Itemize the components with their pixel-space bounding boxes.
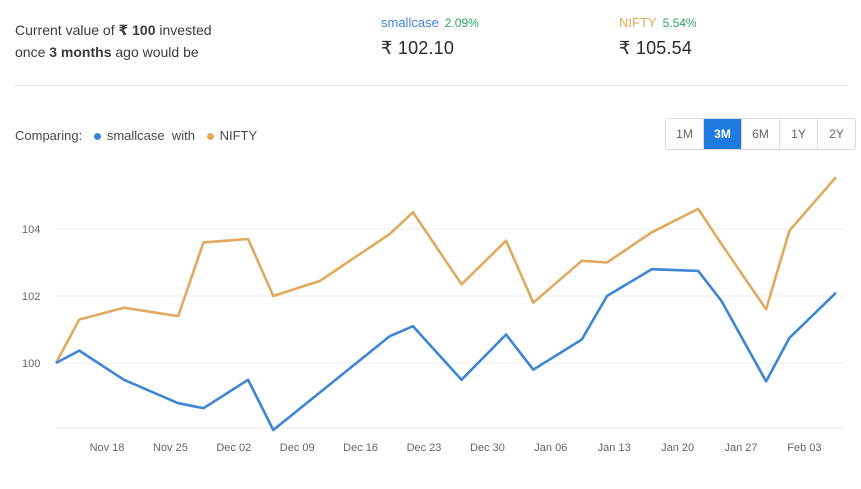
nifty-stat-name: NIFTY (619, 15, 657, 30)
range-button-1m[interactable]: 1M (666, 119, 704, 149)
x-tick-label: Jan 13 (598, 442, 631, 454)
x-tick-label: Dec 02 (216, 442, 251, 454)
summary-suffix: invested (155, 22, 212, 38)
nifty-stat-value: ₹ 105.54 (619, 38, 693, 58)
x-tick-label: Jan 27 (724, 442, 757, 454)
y-tick-label: 100 (22, 358, 40, 370)
divider (14, 85, 847, 86)
smallcase-dot-icon (93, 132, 101, 140)
smallcase-stat-name: smallcase (381, 15, 439, 30)
smallcase-stat-value: ₹ 102.10 (381, 38, 455, 58)
comparing-legend: Comparing: smallcase with NIFTY (15, 128, 257, 143)
x-tick-label: Dec 09 (280, 442, 315, 454)
series-line-smallcase (55, 267, 837, 432)
smallcase-stat: smallcase 2.09% ₹ 102.10 (381, 15, 479, 59)
x-tick-label: Nov 25 (153, 442, 188, 454)
performance-chart: 100 102 104 Nov 18 Nov 25 Dec 02 Dec 09 Dec 16 D… (22, 176, 845, 454)
invested-amount: ₹ 100 (118, 22, 156, 38)
x-tick-label: Nov 18 (90, 442, 125, 454)
summary-line-1: Current value of ₹ 100 invested (15, 19, 212, 41)
y-tick-label: 102 (22, 291, 40, 303)
invested-period: 3 months (49, 44, 112, 60)
x-tick-label: Jan 20 (661, 442, 694, 454)
nifty-dot-icon (206, 132, 214, 140)
comparing-label: Comparing: (15, 128, 83, 143)
smallcase-stat-pct: 2.09% (444, 16, 479, 30)
nifty-stat-pct: 5.54% (662, 16, 697, 30)
summary-suffix-2: ago would be (111, 44, 199, 60)
x-tick-label: Dec 30 (470, 442, 505, 454)
summary-prefix-2: once (15, 44, 50, 60)
y-tick-label: 104 (22, 224, 40, 236)
x-tick-label: Feb 03 (787, 442, 821, 454)
time-range-selector: 1M 3M 6M 1Y 2Y (665, 118, 856, 150)
range-button-2y[interactable]: 2Y (818, 119, 855, 149)
comparing-with: with (171, 128, 195, 143)
legend-smallcase: smallcase (106, 128, 165, 143)
nifty-stat: NIFTY 5.54% ₹ 105.54 (619, 15, 697, 59)
range-button-3m[interactable]: 3M (704, 119, 742, 149)
summary-prefix: Current value of (15, 22, 119, 38)
summary-text: Current value of ₹ 100 invested once 3 m… (15, 19, 212, 63)
x-tick-label: Dec 23 (407, 442, 442, 454)
range-button-6m[interactable]: 6M (742, 119, 780, 149)
series-line-nifty (54, 176, 837, 364)
x-tick-label: Dec 16 (343, 442, 378, 454)
summary-line-2: once 3 months ago would be (15, 41, 212, 63)
range-button-1y[interactable]: 1Y (780, 119, 818, 149)
x-tick-label: Jan 06 (534, 442, 567, 454)
legend-nifty: NIFTY (219, 128, 258, 143)
